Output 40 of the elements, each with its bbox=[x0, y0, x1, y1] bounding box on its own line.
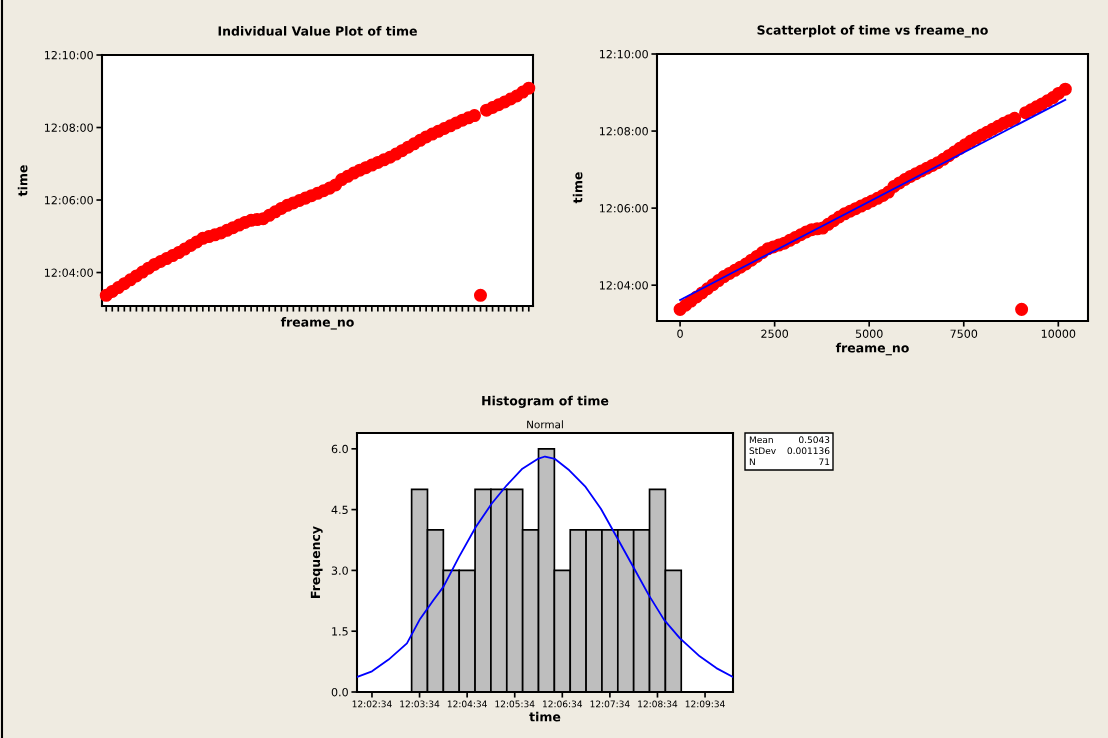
x-tick-label: 12:05:34 bbox=[495, 700, 535, 708]
y-tick-label: 12:04:00 bbox=[44, 268, 93, 277]
y-tick-label: 3.0 bbox=[331, 566, 348, 575]
x-tick-label: 12:07:34 bbox=[590, 700, 630, 708]
x-tick-label: 12:04:34 bbox=[447, 700, 487, 708]
chart-title: Individual Value Plot of time bbox=[218, 26, 417, 36]
x-tick-label: 7500 bbox=[950, 329, 978, 338]
y-tick-label: 12:06:00 bbox=[599, 204, 648, 213]
chart-subtitle: Normal bbox=[527, 420, 563, 429]
y-tick-label: 6.0 bbox=[331, 444, 348, 454]
x-tick-label: 12:08:34 bbox=[638, 700, 678, 708]
y-axis-title: time bbox=[17, 165, 28, 197]
y-tick-label: 0.0 bbox=[331, 687, 348, 697]
line-series bbox=[357, 455, 733, 678]
x-tick-label: 10000 bbox=[1041, 329, 1076, 338]
y-tick-label: 12:08:00 bbox=[44, 123, 93, 132]
y-tick-label: 4.5 bbox=[331, 505, 348, 514]
x-tick-label: 12:03:34 bbox=[400, 700, 440, 708]
x-axis-title: time bbox=[529, 711, 561, 722]
y-axis-title: time bbox=[572, 172, 583, 204]
y-tick-label: 12:04:00 bbox=[599, 281, 648, 290]
y-tick-label: 12:08:00 bbox=[599, 127, 648, 136]
text: Mean 0.5043 bbox=[749, 436, 830, 444]
y-axis-title: Frequency bbox=[310, 526, 323, 598]
text: N 71 bbox=[749, 458, 830, 465]
x-axis-title: freame_no bbox=[835, 342, 909, 356]
x-tick-label: 12:09:34 bbox=[685, 700, 725, 708]
y-tick-label: 1.5 bbox=[332, 627, 348, 636]
text: StDev 0.001136 bbox=[749, 447, 830, 455]
x-axis-title: freame_no bbox=[280, 317, 354, 330]
y-tick-label: 12:06:00 bbox=[44, 195, 93, 205]
y-tick-label: 12:10:00 bbox=[44, 50, 93, 60]
chart-title: Scatterplot of time vs freame_no bbox=[757, 25, 988, 38]
x-tick-label: 0 bbox=[677, 329, 683, 338]
x-tick-label: 12:06:34 bbox=[543, 700, 583, 708]
x-tick-label: 2500 bbox=[761, 329, 789, 338]
chart-title: Histogram of time bbox=[482, 395, 609, 408]
x-tick-label: 12:02:34 bbox=[352, 700, 392, 708]
x-tick-label: 5000 bbox=[855, 329, 883, 338]
y-tick-label: 12:10:00 bbox=[599, 49, 648, 59]
